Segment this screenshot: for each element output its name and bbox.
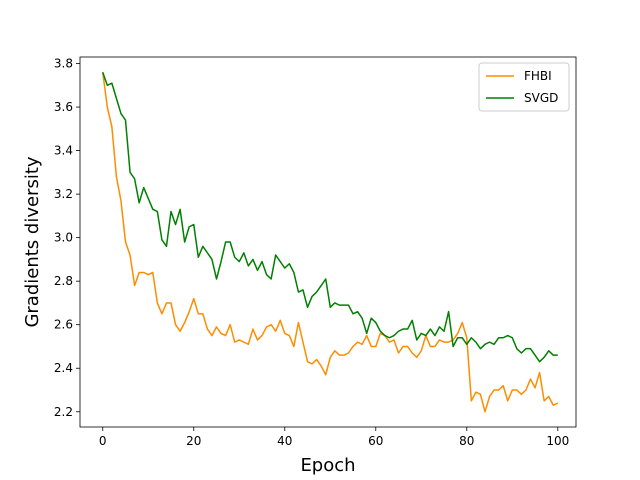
plot-background [80, 57, 576, 427]
x-axis-label: Epoch [300, 455, 355, 476]
axes-layer: 0 20 40 60 80 100 2.2 2.4 2.6 2.8 3.0 3.2 3.4 3.6 3.8 [54, 56, 577, 448]
y-tick-label: 2.6 [54, 318, 73, 332]
x-tick-label: 0 [99, 434, 107, 448]
y-tick-label: 2.8 [54, 274, 73, 288]
series-line-svgd [102, 71, 558, 363]
x-tick-label: 40 [277, 434, 292, 448]
legend-box [478, 62, 570, 112]
x-tick-label: 20 [186, 434, 201, 448]
series-layer [102, 71, 559, 413]
y-tick-label: 2.4 [54, 361, 73, 375]
y-tick-label: 3.6 [54, 100, 73, 114]
y-tick-label: 3.8 [54, 57, 73, 71]
legend-label-fhbi: FHBI [524, 69, 552, 83]
legend-label-svgd: SVGD [524, 91, 558, 105]
y-tick-label: 2.2 [54, 405, 73, 419]
y-tick-label: 3.2 [54, 187, 73, 201]
x-tick-label: 100 [546, 434, 569, 448]
y-tick-label: 3.0 [54, 231, 73, 245]
legend: FHBI SVGD [478, 62, 570, 112]
x-tick-label: 80 [459, 434, 474, 448]
y-axis-label: Gradients diversity [22, 156, 43, 327]
series-line-fhbi [102, 72, 559, 413]
axes-frame [79, 56, 577, 428]
plot-area [80, 57, 576, 427]
x-tick-label: 60 [368, 434, 383, 448]
y-tick-label: 3.4 [54, 144, 73, 158]
